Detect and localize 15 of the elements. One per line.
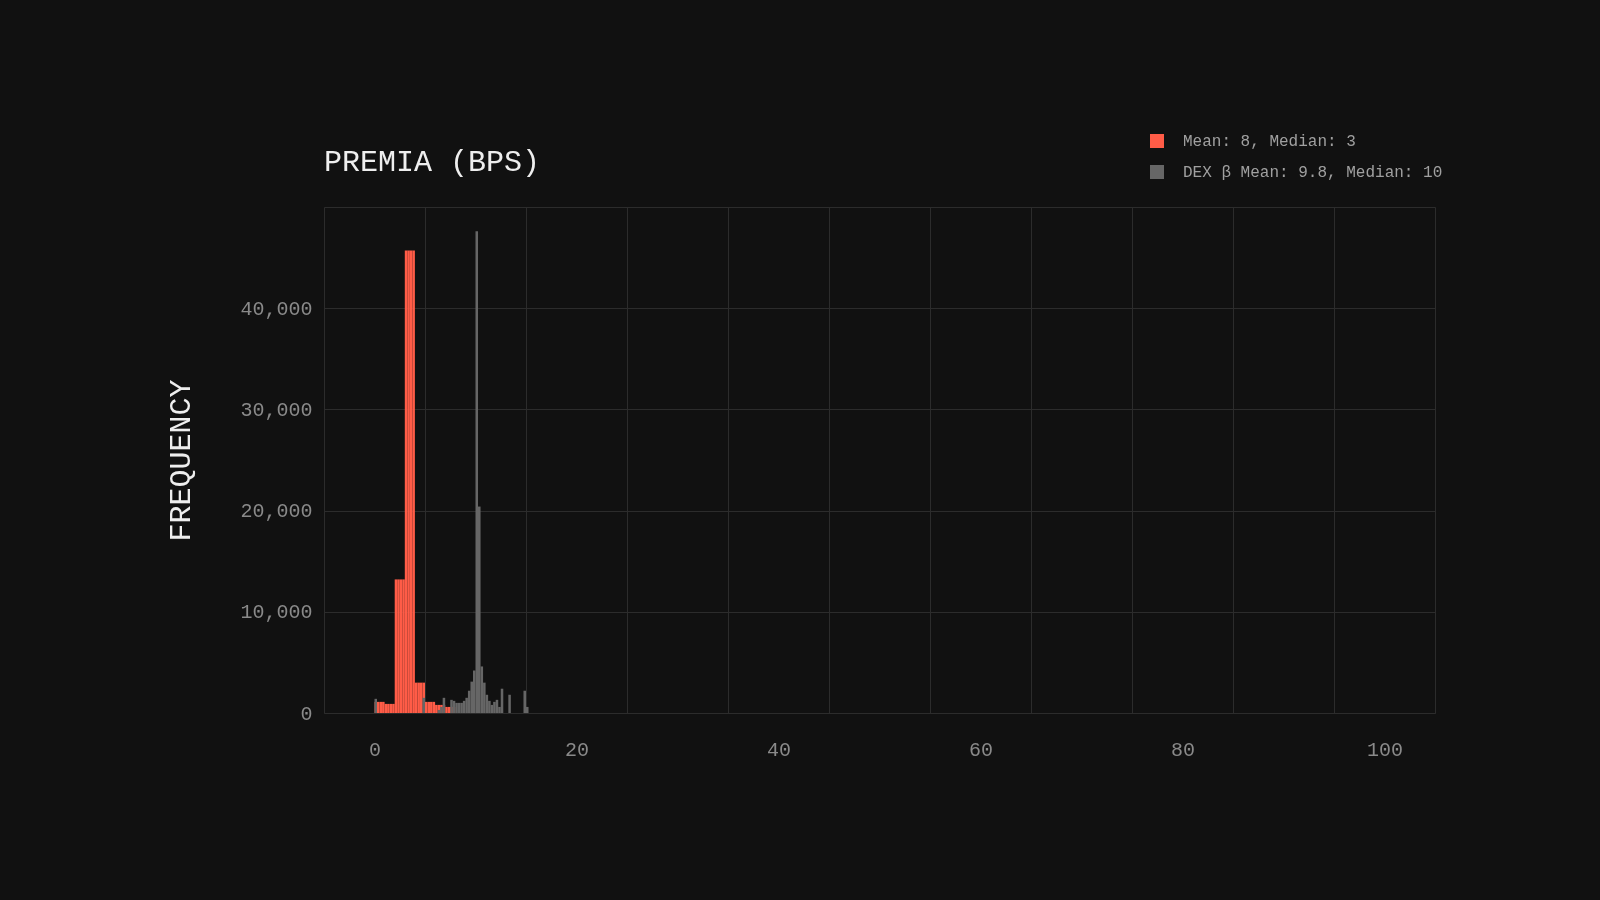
x-tick-label: 40 xyxy=(766,738,792,762)
y-tick-label: 0 xyxy=(300,702,313,726)
y-tick-label: 40,000 xyxy=(240,297,313,321)
y-tick-label: 10,000 xyxy=(240,601,313,625)
x-tick-label: 60 xyxy=(968,738,994,762)
x-tick-label: 0 xyxy=(368,738,382,762)
x-tick-label: 100 xyxy=(1366,738,1404,762)
y-tick-label: 30,000 xyxy=(240,398,313,422)
y-axis-title: FREQUENCY xyxy=(164,379,199,542)
x-tick-label: 80 xyxy=(1170,738,1196,762)
legend-label: DEX β Mean: 9.8, Median: 10 xyxy=(1183,164,1443,182)
x-tick-label: 20 xyxy=(564,738,590,762)
chart-title: PREMIA (BPS) xyxy=(324,146,541,180)
y-tick-label: 20,000 xyxy=(240,500,313,524)
legend-label: Mean: 8, Median: 3 xyxy=(1183,133,1356,151)
